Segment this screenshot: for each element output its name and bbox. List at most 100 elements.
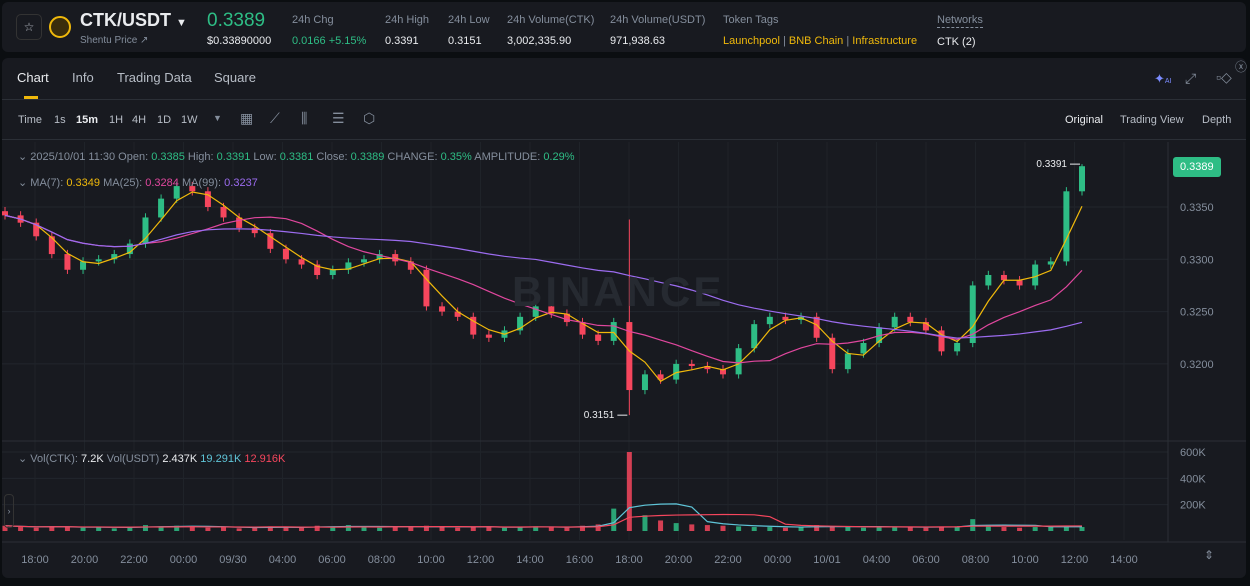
time-tick-label: 18:00	[615, 554, 643, 566]
volume-bar	[845, 527, 851, 531]
layout-grid-icon[interactable]: ▫◇	[1216, 69, 1232, 85]
volume-bar	[876, 527, 882, 531]
tf-1w[interactable]: 1W	[181, 114, 198, 126]
time-tick-label: 20:00	[71, 554, 99, 566]
volume-bar	[267, 526, 273, 531]
stat-value: 0.0166 +5.15%	[292, 35, 367, 47]
amplitude-value: 0.29%	[543, 151, 575, 163]
candle-body	[626, 322, 633, 391]
volume-bar	[470, 527, 476, 531]
candle-body	[48, 236, 55, 255]
vol-ctk-label: Vol(CTK):	[30, 453, 78, 465]
volume-bar	[658, 520, 664, 531]
candle-body	[95, 259, 102, 262]
volume-bar	[985, 525, 991, 531]
time-tick-label: 18:00	[21, 554, 49, 566]
chart-settings-icon[interactable]: ☰	[332, 110, 345, 126]
ai-label: AI	[1164, 78, 1172, 85]
volume-bar	[923, 527, 929, 531]
candle-body	[111, 254, 118, 260]
tf-1d[interactable]: 1D	[157, 114, 172, 126]
watermark: BINANCE	[512, 268, 725, 315]
tf-4h[interactable]: 4H	[132, 114, 147, 126]
tab-chart[interactable]: Chart	[17, 70, 49, 85]
volume-bar	[580, 525, 586, 531]
last-price: 0.3389	[207, 10, 266, 31]
volume-bar	[939, 527, 945, 531]
hexagon-settings-icon[interactable]: ⬡	[363, 110, 376, 126]
candle-body	[844, 353, 851, 370]
time-tick-label: 10:00	[417, 554, 445, 566]
volume-ma1-line	[4, 503, 1082, 529]
volume-bar	[704, 525, 710, 531]
tf-15m[interactable]: 15m	[76, 114, 99, 126]
view-original[interactable]: Original	[1065, 114, 1103, 126]
candle-body	[189, 186, 196, 192]
volume-bar	[564, 527, 570, 531]
candle-body	[423, 269, 430, 307]
candle-body	[563, 313, 570, 323]
calendar-icon[interactable]: ▦	[240, 110, 254, 126]
low-label: Low:	[253, 151, 277, 163]
stat-value: 0.3151	[448, 35, 482, 47]
candle-body	[376, 254, 383, 260]
stat-value: 3,002,335.90	[507, 35, 572, 47]
candle-type-icon[interactable]: ⫼	[301, 110, 308, 126]
favorite-button[interactable]: ☆	[16, 14, 42, 40]
tag-link[interactable]: BNB Chain	[788, 35, 844, 47]
timeframe-dropdown-icon[interactable]: ▼	[213, 113, 222, 123]
volume-bar	[782, 527, 788, 531]
volume-bar	[1048, 526, 1054, 531]
stat-label: 24h Volume(USDT)	[610, 14, 706, 26]
stat-label: 24h Volume(CTK)	[507, 14, 595, 26]
token-tags-label: Token Tags	[723, 14, 779, 26]
time-tick-label: 06:00	[318, 554, 346, 566]
price-tick-label: 0.3350	[1180, 202, 1214, 214]
volume-bar	[1063, 525, 1069, 531]
pair-selector[interactable]: CTK/USDT ▼	[80, 10, 187, 31]
candle-body	[236, 217, 243, 228]
indicator-icon[interactable]: ⟋	[270, 110, 280, 126]
view-depth[interactable]: Depth	[1202, 114, 1232, 126]
ai-sparkle-icon[interactable]: ✦AI	[1154, 71, 1172, 86]
low-value: 0.3381	[279, 151, 314, 163]
candle-body	[314, 264, 321, 275]
stat-label: 24h High	[385, 14, 430, 26]
tab-square[interactable]: Square	[214, 70, 256, 85]
volume-bar	[330, 527, 336, 531]
separator: |	[782, 35, 786, 47]
tab-trading-data[interactable]: Trading Data	[117, 70, 192, 85]
tf-1h[interactable]: 1H	[109, 114, 124, 126]
volume-bar	[111, 528, 117, 531]
time-tick-label: 20:00	[665, 554, 693, 566]
price-tick-label: 0.3300	[1180, 254, 1214, 266]
close-icon[interactable]: ⓧ	[1235, 60, 1248, 74]
scale-toggle-icon[interactable]: ⇕	[1204, 548, 1215, 562]
tab-info[interactable]: Info	[72, 70, 94, 85]
tf-time[interactable]: Time	[18, 114, 43, 126]
candle-body	[813, 316, 820, 338]
candle-body	[1000, 274, 1007, 281]
time-tick-label: 00:00	[764, 554, 792, 566]
separator: |	[846, 35, 850, 47]
tag-link[interactable]: Infrastructure	[852, 35, 918, 47]
expand-icon[interactable]: ⤢	[1185, 70, 1197, 86]
view-trading-view[interactable]: Trading View	[1120, 114, 1184, 126]
volume-bar	[299, 527, 305, 531]
token-logo-icon	[49, 16, 71, 38]
tag-link[interactable]: Launchpool	[723, 35, 780, 47]
networks-value[interactable]: CTK (2)	[937, 36, 976, 48]
volume-tick-label: 400K	[1180, 473, 1206, 485]
volume-bar	[611, 508, 617, 531]
volume-bar	[798, 527, 804, 531]
volume-bar	[1032, 527, 1038, 531]
volume-bar	[142, 525, 148, 531]
shentu-price-link[interactable]: Shentu Price ↗	[80, 35, 149, 46]
time-tick-label: 06:00	[912, 554, 940, 566]
ma99-label: MA(99):	[181, 177, 222, 189]
collapse-panel-handle[interactable]: ›	[4, 494, 14, 528]
time-tick-label: 04:00	[863, 554, 891, 566]
tf-1s[interactable]: 1s	[54, 114, 66, 126]
networks-label: Networks	[937, 14, 983, 28]
